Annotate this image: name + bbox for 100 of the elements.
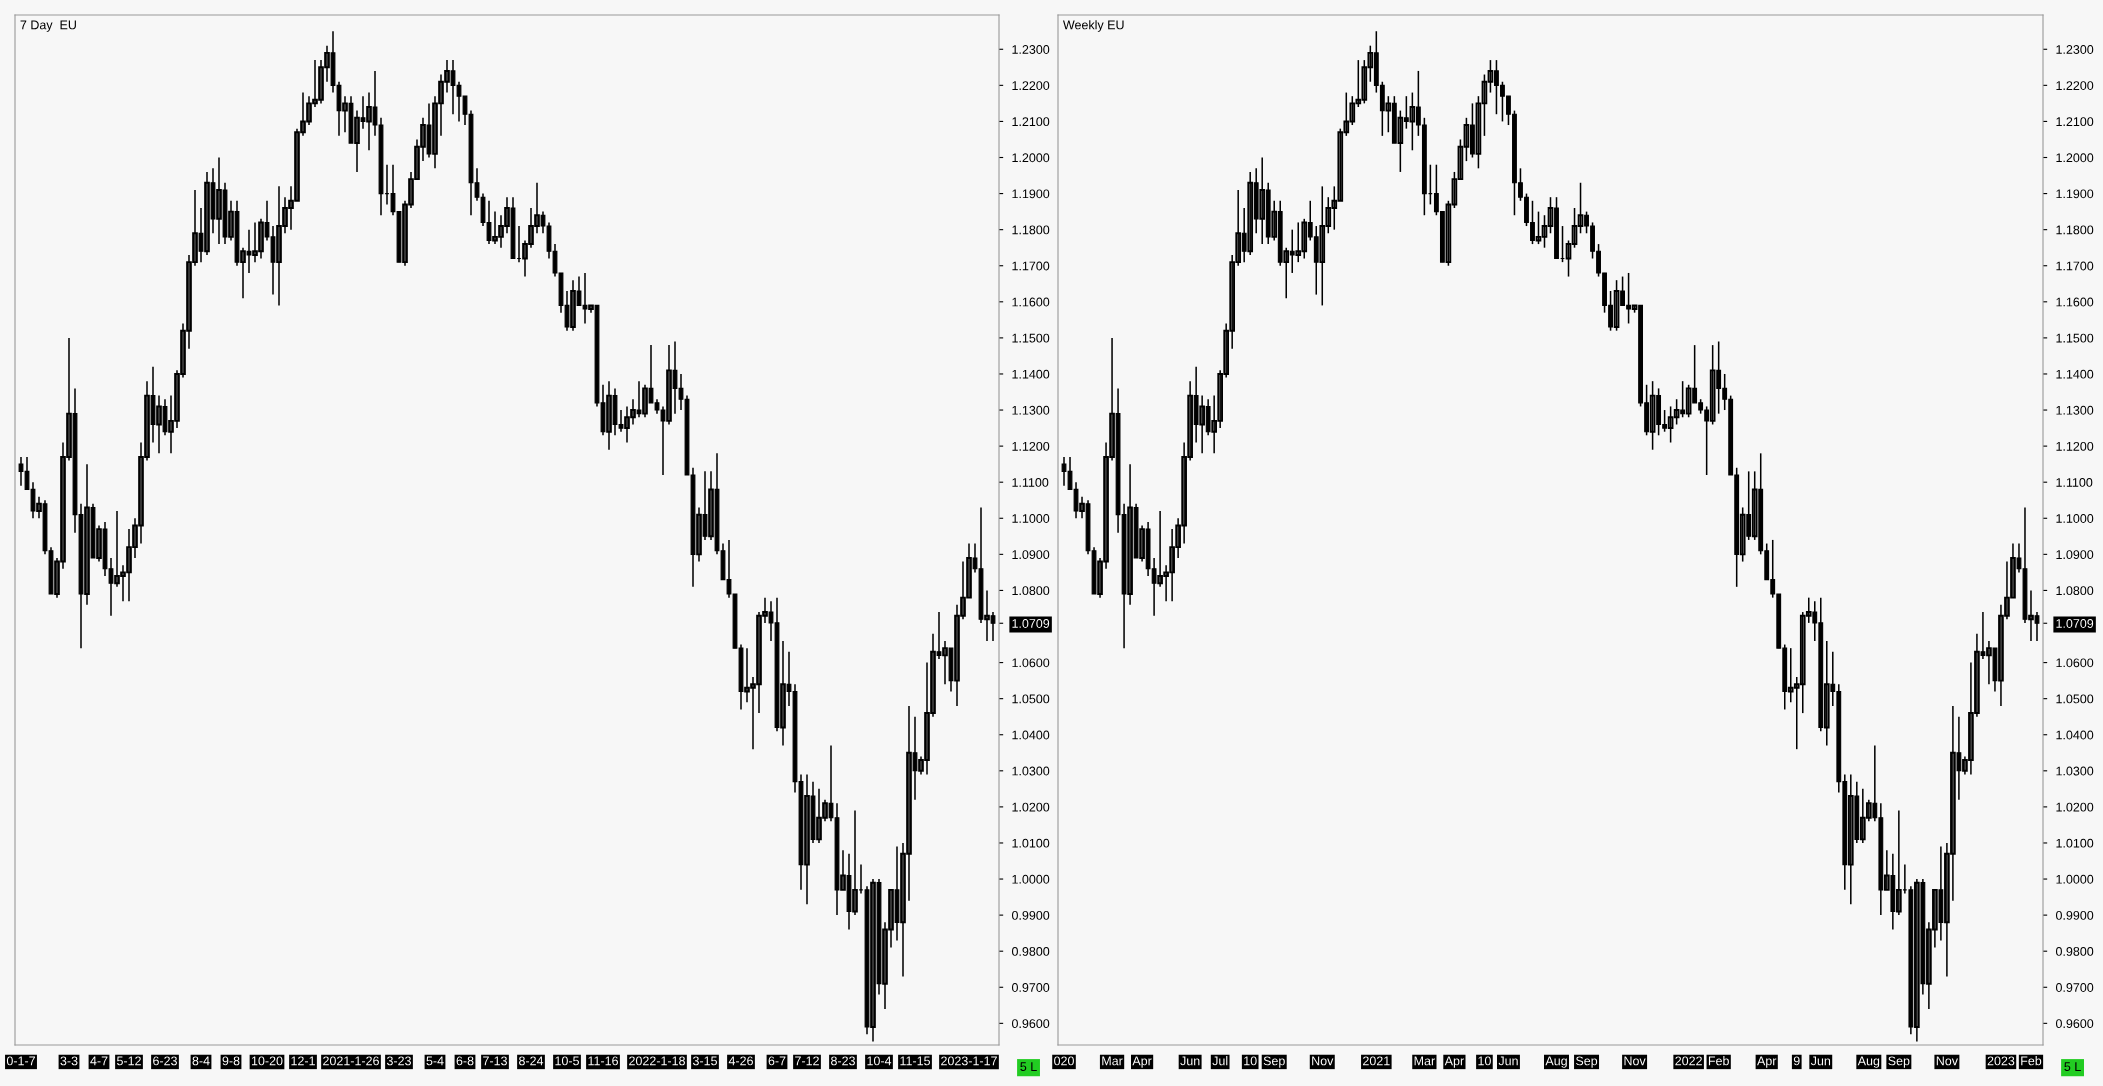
y-tick-label: 1.1900 <box>1012 189 1050 199</box>
y-tick-label: 1.1100 <box>2056 478 2093 487</box>
x-tick-label: 7-13 <box>483 1056 507 1066</box>
y-tick-label: 1.1000 <box>2056 514 2094 523</box>
y-tick-label: 1.1200 <box>1012 441 1050 451</box>
y-tick-label: 0.9800 <box>1011 947 1050 956</box>
x-tick-label: 2021-1-26 <box>323 1056 379 1066</box>
chart-title: 7 Day EU <box>20 20 76 32</box>
x-tick-label: Jul <box>1212 1056 1228 1066</box>
x-tick-label: Jun <box>1810 1056 1831 1066</box>
y-tick-label: 1.2200 <box>1012 81 1050 90</box>
y-tick-label: 1.2100 <box>2056 117 2094 127</box>
y-tick-label: 1.1500 <box>2056 333 2094 343</box>
x-tick-label: 5-4 <box>426 1056 444 1066</box>
text: 5 L <box>1020 1062 1037 1072</box>
y-tick-label: 1.1500 <box>1012 333 1050 343</box>
y-tick-label: 1.1800 <box>1012 225 1050 235</box>
x-tick-label: Jun <box>1180 1056 1200 1066</box>
y-tick-label: 1.1400 <box>1012 369 1050 379</box>
x-tick-label: 020 <box>1054 1056 1074 1066</box>
y-tick-label: 1.0600 <box>1012 658 1050 668</box>
y-tick-label: 0.9600 <box>2055 1019 2094 1029</box>
y-tick-label: 1.0200 <box>1012 802 1050 812</box>
x-tick-label: Apr <box>1757 1056 1777 1068</box>
x-tick-label: 5-12 <box>116 1056 141 1066</box>
x-tick-label: Apr <box>1132 1056 1152 1068</box>
x-tick-label: Nov <box>1624 1056 1646 1066</box>
x-tick-label: 7-12 <box>795 1056 819 1066</box>
y-tick-label: 1.2000 <box>1012 153 1050 163</box>
y-tick-label: 1.0000 <box>2056 874 2094 884</box>
y-tick-label: 1.0800 <box>1012 586 1050 596</box>
x-tick-label: 11-16 <box>588 1056 618 1066</box>
y-tick-label: 1.1100 <box>1012 478 1049 487</box>
y-tick-label: 1.1700 <box>1012 261 1050 271</box>
x-tick-label: 3-15 <box>692 1056 717 1066</box>
x-tick-label: Mar <box>1414 1056 1435 1066</box>
x-tick-label: Sep <box>1575 1056 1598 1068</box>
x-tick-label: 8-4 <box>192 1056 210 1066</box>
x-tick-label: 6-8 <box>456 1056 474 1066</box>
chart-title: Weekly EU <box>1062 20 1124 32</box>
x-tick-label: 2022 <box>1675 1056 1702 1066</box>
x-tick-label: 9 <box>1793 1056 1800 1066</box>
x-tick-label: 10-20 <box>251 1056 283 1066</box>
x-tick-label: Nov <box>1312 1056 1334 1066</box>
y-tick-label: 1.2200 <box>2056 81 2094 90</box>
y-tick-label: 1.0900 <box>1012 550 1050 559</box>
y-tick-label: 1.0800 <box>2056 586 2094 596</box>
y-tick-label: 1.0100 <box>2056 838 2094 848</box>
x-tick-label: 3-3 <box>60 1056 78 1066</box>
x-tick-label: 10 <box>1244 1056 1257 1066</box>
y-tick-label: 1.0709 <box>2056 619 2094 628</box>
x-tick-label: 8-24 <box>519 1056 544 1066</box>
y-tick-label: 1.1900 <box>2056 189 2094 199</box>
y-tick-label: 1.0000 <box>1012 874 1050 884</box>
y-tick-label: 1.0300 <box>2056 766 2094 776</box>
x-tick-label: 3-23 <box>386 1056 411 1066</box>
x-tick-label: Nov <box>1936 1056 1958 1066</box>
x-tick-label: 10-4 <box>867 1056 892 1066</box>
y-tick-label: 1.0500 <box>1012 694 1050 704</box>
x-tick-label: 10-5 <box>555 1056 579 1066</box>
y-tick-label: 0.9900 <box>1011 910 1050 920</box>
y-tick-label: 1.0500 <box>2056 694 2094 704</box>
y-tick-label: 1.0300 <box>1012 766 1050 776</box>
x-tick-label: Sep <box>1263 1056 1285 1068</box>
text: 5 L <box>2064 1062 2081 1072</box>
y-tick-label: 0.9800 <box>2055 947 2094 956</box>
x-tick-label: 11-15 <box>900 1056 930 1066</box>
x-tick-label: 8-23 <box>831 1056 855 1066</box>
x-tick-label: 2022-1-18 <box>629 1056 685 1066</box>
x-tick-label: 2023 <box>1987 1056 2015 1066</box>
y-tick-label: 1.1800 <box>2056 225 2094 235</box>
y-tick-label: 0.9700 <box>2055 983 2094 992</box>
x-tick-label: Sep <box>1888 1056 1910 1068</box>
y-tick-label: 1.1400 <box>2056 369 2094 379</box>
x-tick-label: Feb <box>2021 1056 2042 1066</box>
x-tick-label: 10 <box>1478 1056 1491 1066</box>
x-tick-label: Feb <box>1708 1056 1729 1066</box>
x-tick-label: 4-26 <box>728 1056 753 1066</box>
y-tick-label: 1.1700 <box>2056 261 2094 271</box>
y-tick-label: 1.1300 <box>2056 405 2094 415</box>
y-tick-label: 0.9900 <box>2055 910 2094 920</box>
y-tick-label: 1.2300 <box>1012 45 1050 54</box>
y-tick-label: 1.1300 <box>1012 405 1050 415</box>
y-tick-label: 1.0900 <box>2056 550 2094 559</box>
y-tick-label: 1.2300 <box>2056 45 2094 54</box>
y-tick-label: 1.1000 <box>1012 514 1050 523</box>
y-tick-label: 0.9700 <box>1011 983 1050 992</box>
y-tick-label: 1.1600 <box>2056 297 2094 307</box>
x-tick-label: 0-1-7 <box>6 1056 35 1066</box>
y-tick-label: 1.0200 <box>2056 802 2094 812</box>
x-tick-label: Mar <box>1102 1056 1123 1066</box>
y-tick-label: 0.9600 <box>1011 1019 1050 1029</box>
y-tick-label: 1.2100 <box>1012 117 1050 127</box>
y-tick-label: 1.0600 <box>2056 658 2094 668</box>
y-tick-label: 1.1600 <box>1012 297 1050 307</box>
x-tick-label: 2023-1-17 <box>941 1056 997 1066</box>
x-tick-label: 6-23 <box>153 1056 177 1066</box>
y-tick-label: 1.2000 <box>2056 153 2094 163</box>
y-tick-label: 1.1200 <box>2056 441 2094 451</box>
x-tick-label: 4-7 <box>90 1056 108 1066</box>
